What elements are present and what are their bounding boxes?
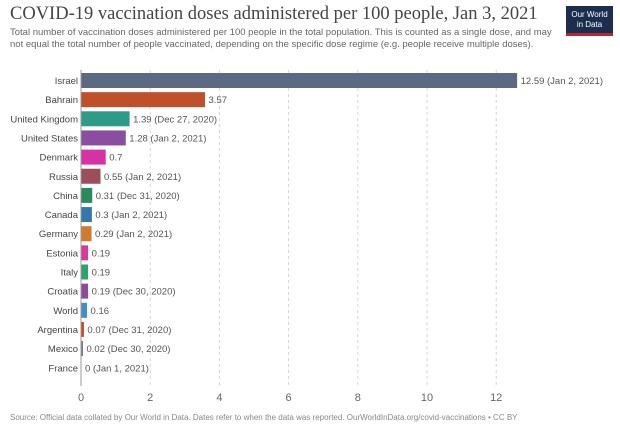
- value-label: 0.3 (Jan 2, 2021): [95, 210, 167, 221]
- chart-subtitle: Total number of vaccination doses admini…: [10, 27, 552, 50]
- category-label: Estonia: [46, 248, 78, 259]
- logo-line-2: in Data: [576, 20, 603, 29]
- bar: [81, 321, 84, 337]
- value-label: 12.59 (Jan 2, 2021): [521, 76, 603, 87]
- category-label: China: [53, 191, 79, 202]
- category-label: Israel: [55, 76, 78, 87]
- bar: [81, 341, 83, 357]
- x-tick-label: 10: [421, 392, 433, 404]
- category-label: France: [48, 363, 78, 374]
- value-label: 0.29 (Jan 2, 2021): [95, 229, 172, 240]
- value-label: 0.16: [91, 306, 110, 317]
- category-label: United States: [21, 133, 78, 144]
- x-tick-label: 4: [216, 392, 222, 404]
- value-label: 0.07 (Dec 31, 2020): [87, 325, 171, 336]
- category-label: Argentina: [37, 325, 78, 336]
- x-tick-label: 8: [355, 392, 361, 404]
- bar: [81, 264, 89, 280]
- chart-title: COVID-19 vaccination doses administered …: [10, 4, 538, 24]
- category-label: Canada: [45, 210, 79, 221]
- value-label: 3.57: [209, 95, 228, 106]
- category-label: Croatia: [47, 287, 78, 298]
- value-label: 1.28 (Jan 2, 2021): [129, 133, 206, 144]
- bar: [81, 245, 89, 261]
- category-label: Mexico: [48, 344, 78, 355]
- bar: [81, 207, 92, 223]
- bar-chart: 0 2 4 6 8 10 12 Israel 12.59 (Jan 2, 2021) Bahrai…: [10, 70, 603, 404]
- category-label: United Kingdom: [10, 114, 78, 125]
- x-tick-label: 0: [78, 392, 84, 404]
- category-label: Germany: [39, 229, 78, 240]
- value-label: 0.19: [92, 248, 111, 259]
- bar: [81, 168, 101, 184]
- x-tick-label: 2: [147, 392, 153, 404]
- bar: [81, 226, 92, 242]
- source-note: Source: Official data collated by Our Wo…: [10, 413, 518, 422]
- value-label: 0.02 (Dec 30, 2020): [87, 344, 171, 355]
- value-label: 0.19 (Dec 30, 2020): [92, 287, 176, 298]
- bar: [81, 283, 89, 299]
- value-label: 0.7: [109, 153, 122, 164]
- category-label: Russia: [49, 172, 79, 183]
- bar: [81, 302, 88, 318]
- bar: [81, 92, 206, 108]
- bar: [81, 111, 130, 127]
- x-tick-label: 12: [490, 392, 502, 404]
- logo-line-1: Our World: [571, 10, 608, 19]
- bar: [81, 187, 93, 203]
- bar: [81, 73, 518, 88]
- value-label: 0.19: [92, 268, 111, 279]
- value-label: 0.55 (Jan 2, 2021): [104, 172, 181, 183]
- bar: [81, 130, 126, 146]
- category-label: World: [53, 306, 78, 317]
- value-label: 0.31 (Dec 31, 2020): [96, 191, 180, 202]
- category-label: Bahrain: [45, 95, 78, 106]
- owid-logo[interactable]: Our World in Data: [566, 6, 613, 36]
- category-label: Italy: [61, 268, 79, 279]
- x-tick-label: 6: [286, 392, 292, 404]
- category-label: Denmark: [39, 153, 78, 164]
- value-label: 0 (Jan 1, 2021): [85, 363, 149, 374]
- bar: [81, 149, 106, 165]
- value-label: 1.39 (Dec 27, 2020): [133, 114, 217, 125]
